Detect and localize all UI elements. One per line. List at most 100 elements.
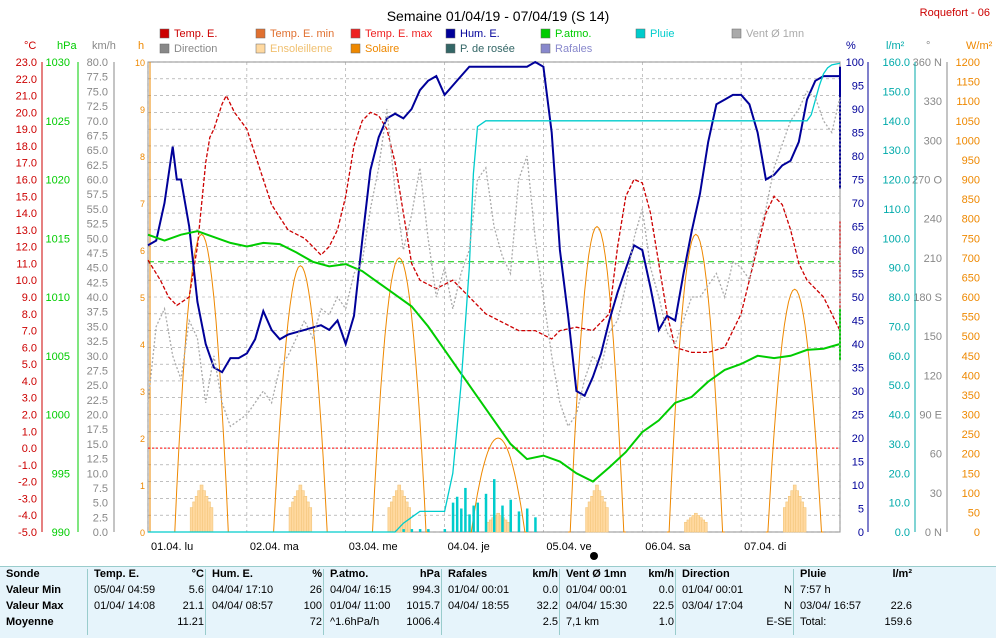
tick-label-humidity: 95 [852, 81, 864, 93]
tick-label-temp: 8.0 [22, 309, 37, 321]
rain-bar [525, 508, 529, 532]
legend-swatch-4 [540, 28, 551, 39]
axis-unit-solar: W/m² [966, 40, 993, 52]
tick-label-humidity: 0 [858, 527, 864, 539]
tick-label-sun: 9 [140, 105, 145, 115]
tick-label-direction: 60 [930, 449, 942, 461]
stats-column-0: Temp. E. °C 05/04/ 04:59 5.6 01/04/ 14:08 21.… [94, 567, 208, 638]
tick-label-temp: 10.0 [16, 275, 37, 287]
legend-label-4: P.atmo. [555, 28, 592, 40]
tick-label-humidity: 10 [852, 480, 864, 492]
stats-cell: 03/04/ 17:04 N [682, 599, 796, 615]
tick-label-pressure: 1030 [46, 57, 70, 69]
tick-label-sun: 7 [140, 199, 145, 209]
row-label-min: Valeur Min [6, 584, 62, 596]
tick-label-solar: 600 [962, 292, 980, 304]
tick-label-wind: 20.0 [87, 410, 108, 422]
tick-label-wind: 22.5 [87, 395, 108, 407]
stats-cell: Direction [682, 567, 796, 583]
stats-cell-label: 04/04/ 16:15 [330, 584, 392, 596]
tick-label-pressure: 1015 [46, 233, 70, 245]
tick-label-solar: 1200 [956, 57, 980, 69]
tick-label-humidity: 20 [852, 433, 864, 445]
rain-bar [402, 529, 405, 532]
x-tick-label: 01.04. lu [151, 541, 193, 553]
tick-label-temp: -1.0 [18, 460, 37, 472]
rain-bar [501, 505, 504, 532]
tick-label-temp: 5.0 [22, 359, 37, 371]
solar-curve [765, 288, 824, 533]
tick-label-direction: 210 [924, 253, 942, 265]
stats-cell: Total: 159.6 [800, 615, 916, 631]
x-tick-label: 04.04. je [448, 541, 490, 553]
tick-label-rain: 100.0 [882, 233, 910, 245]
legend-swatch-7 [159, 43, 170, 54]
stats-separator [205, 569, 206, 635]
stats-cell: 7,1 km 1.0 [566, 615, 678, 631]
tick-label-rain: 150.0 [882, 86, 910, 98]
x-tick-label: 06.04. sa [645, 541, 691, 553]
stats-cell-label: Hum. E. [212, 568, 253, 580]
tick-label-direction: 300 [924, 135, 942, 147]
tick-label-rain: 130.0 [882, 145, 910, 157]
tick-label-solar: 800 [962, 214, 980, 226]
stats-cell-label: Total: [800, 616, 827, 628]
stats-cell-label: Pluie [800, 568, 827, 580]
tick-label-pressure: 990 [52, 527, 70, 539]
tick-label-solar: 950 [962, 155, 980, 167]
tick-label-rain: 140.0 [882, 116, 910, 128]
legend-swatch-10 [445, 43, 456, 54]
tick-label-wind: 80.0 [87, 57, 108, 69]
tick-label-sun: 5 [140, 293, 145, 303]
tick-label-temp: 11.0 [16, 258, 37, 270]
stats-cell-label: 7,1 km [566, 616, 600, 628]
tick-label-pressure: 1020 [46, 175, 70, 187]
stats-cell-value: km/h [648, 568, 674, 580]
stats-cell-label: ^1.6hPa/h [330, 616, 380, 628]
tick-label-temp: 3.0 [22, 393, 37, 405]
x-tick-label: 02.04. ma [250, 541, 300, 553]
tick-label-wind: 7.5 [93, 483, 108, 495]
sunshine-bar [703, 521, 708, 533]
solar-curve [469, 437, 527, 533]
stats-cell-value: 0.0 [658, 584, 674, 596]
tick-label-rain: 160.0 [882, 57, 910, 69]
legend-label-9: Solaire [365, 43, 399, 55]
stats-cell-label: 03/04/ 17:04 [682, 600, 744, 612]
stats-column-5: Direction 01/04/ 00:01 N 03/04/ 17:04 N E-SE [682, 567, 796, 638]
tick-label-temp: 19.0 [16, 124, 37, 136]
tick-label-solar: 50 [968, 507, 980, 519]
tick-label-rain: 20.0 [889, 468, 910, 480]
tick-label-solar: 500 [962, 331, 980, 343]
rain-bar [509, 499, 512, 532]
tick-label-wind: 45.0 [87, 263, 108, 275]
rain-bar [517, 511, 521, 532]
tick-label-wind: 50.0 [87, 233, 108, 245]
legend-swatch-5 [635, 28, 646, 39]
tick-label-rain: 70.0 [889, 321, 910, 333]
tick-label-wind: 15.0 [87, 439, 108, 451]
stats-cell-value: 2.5 [542, 616, 558, 628]
tick-label-humidity: 60 [852, 245, 864, 257]
stats-cell: 01/04/ 00:01 0.0 [448, 583, 562, 599]
stats-cell-value: 26 [309, 584, 322, 596]
tick-label-temp: 1.0 [22, 426, 37, 438]
tick-label-pressure: 1010 [46, 292, 70, 304]
solar-curve [172, 233, 231, 533]
stats-column-4: Vent Ø 1mn km/h 01/04/ 00:01 0.0 04/04/ 15:3… [566, 567, 678, 638]
tick-label-wind: 17.5 [87, 424, 108, 436]
tick-label-sun: 4 [140, 340, 145, 350]
stats-cell: ^1.6hPa/h 1006.4 [330, 615, 444, 631]
tick-label-pressure: 1025 [46, 116, 70, 128]
tick-label-solar: 0 [974, 527, 980, 539]
stats-cell-value: 159.6 [884, 616, 912, 628]
tick-label-direction: 120 [924, 370, 942, 382]
axis-unit-temp: °C [24, 40, 36, 52]
stats-cell: 01/04/ 00:01 0.0 [566, 583, 678, 599]
x-tick-label: 03.04. me [349, 541, 398, 553]
station-name: Roquefort - 06 [920, 7, 990, 19]
tick-label-temp: 0.0 [22, 443, 37, 455]
row-label-max: Valeur Max [6, 600, 64, 612]
stats-cell-value: km/h [532, 568, 558, 580]
tick-label-wind: 72.5 [87, 101, 108, 113]
